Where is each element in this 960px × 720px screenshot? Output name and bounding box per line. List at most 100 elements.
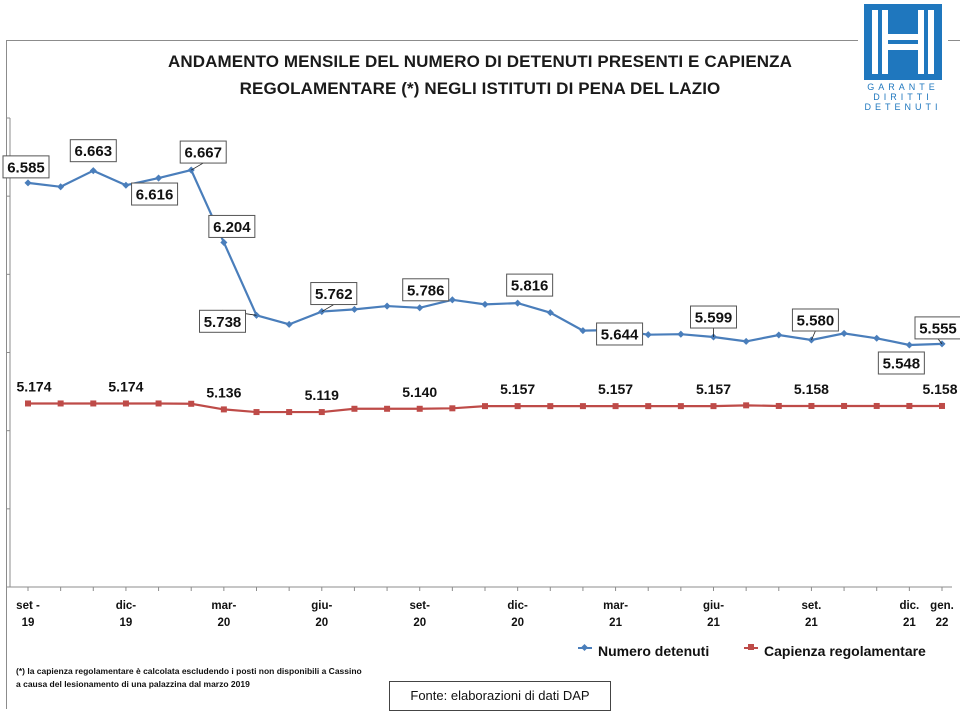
data-point-capienza bbox=[677, 403, 684, 410]
data-point-detenuti bbox=[448, 296, 456, 304]
logo-text-diritti: DIRITTI bbox=[873, 92, 933, 102]
data-point-capienza bbox=[808, 402, 815, 409]
data-label-capienza: 5.119 bbox=[305, 387, 339, 403]
data-point-detenuti bbox=[57, 183, 65, 191]
data-point-detenuti bbox=[742, 337, 750, 345]
data-point-detenuti bbox=[481, 300, 489, 308]
data-point-capienza bbox=[645, 403, 652, 410]
x-tick-label: dic. bbox=[899, 600, 919, 612]
x-tick-label: giu- bbox=[703, 600, 724, 612]
data-point-capienza bbox=[90, 400, 97, 407]
data-label-box bbox=[690, 305, 737, 329]
data-label-detenuti: 5.580 bbox=[797, 312, 835, 329]
x-tick-label: giu- bbox=[311, 600, 332, 612]
data-label-detenuti: 6.204 bbox=[213, 219, 251, 236]
data-label-capienza: 5.157 bbox=[598, 381, 633, 397]
data-point-capienza bbox=[873, 402, 880, 409]
x-tick-label: set- bbox=[409, 600, 430, 612]
data-point-capienza bbox=[547, 403, 554, 410]
x-tick-label: mar- bbox=[603, 600, 628, 612]
data-point-capienza bbox=[612, 403, 619, 410]
data-label-detenuti: 5.738 bbox=[204, 314, 242, 331]
data-label-detenuti: 5.786 bbox=[407, 282, 445, 299]
data-label-detenuti: 6.663 bbox=[75, 143, 113, 160]
data-point-capienza bbox=[57, 400, 64, 407]
x-tick-label: set. bbox=[802, 600, 822, 612]
chart-frame bbox=[6, 40, 960, 709]
data-label-capienza: 5.158 bbox=[922, 381, 957, 397]
chart-title-line-2: REGOLAMENTARE (*) NEGLI ISTITUTI DI PENA… bbox=[239, 79, 721, 98]
x-tick-label: 21 bbox=[805, 617, 818, 629]
data-point-detenuti bbox=[285, 320, 293, 328]
data-label-box bbox=[199, 309, 246, 333]
data-label-box bbox=[69, 139, 117, 163]
data-point-detenuti bbox=[350, 305, 358, 313]
legend-label-capienza: Capienza regolamentare bbox=[764, 643, 926, 659]
data-label-capienza: 5.136 bbox=[206, 384, 241, 400]
label-leader-line bbox=[937, 338, 943, 345]
data-label-box bbox=[791, 308, 839, 332]
label-leader-line bbox=[811, 330, 816, 341]
data-point-detenuti bbox=[775, 331, 783, 339]
data-label-box bbox=[596, 322, 644, 346]
data-point-detenuti bbox=[383, 302, 391, 310]
data-point-detenuti bbox=[220, 238, 228, 246]
data-label-capienza: 5.174 bbox=[16, 378, 51, 394]
data-point-detenuti bbox=[24, 179, 32, 187]
logo-text-detenuti: DETENUTI bbox=[864, 102, 942, 112]
logo-text-garante: GARANTE bbox=[867, 82, 939, 92]
data-point-detenuti bbox=[122, 181, 130, 189]
data-point-capienza bbox=[351, 405, 358, 412]
data-label-detenuti: 6.616 bbox=[136, 187, 174, 204]
data-label-box bbox=[914, 316, 960, 340]
data-point-capienza bbox=[416, 405, 423, 412]
data-point-capienza bbox=[155, 400, 162, 407]
data-point-capienza bbox=[775, 402, 782, 409]
data-point-capienza bbox=[188, 400, 195, 407]
x-tick-label: mar- bbox=[211, 600, 236, 612]
data-label-detenuti: 5.555 bbox=[919, 320, 957, 337]
data-point-capienza bbox=[939, 402, 945, 409]
data-label-capienza: 5.157 bbox=[696, 381, 731, 397]
data-point-detenuti bbox=[416, 304, 424, 312]
data-point-capienza bbox=[579, 403, 586, 410]
data-label-box bbox=[506, 273, 554, 297]
x-tick-label: gen. bbox=[930, 600, 954, 612]
data-point-capienza bbox=[841, 402, 848, 409]
logo-mark-icon bbox=[864, 4, 942, 80]
data-point-capienza bbox=[286, 409, 293, 416]
x-tick-label: 21 bbox=[609, 617, 622, 629]
data-label-capienza: 5.140 bbox=[402, 384, 437, 400]
data-point-capienza bbox=[253, 409, 260, 416]
data-point-detenuti bbox=[155, 174, 163, 182]
data-point-capienza bbox=[743, 402, 750, 409]
data-point-capienza bbox=[122, 400, 129, 407]
x-tick-label: 19 bbox=[22, 617, 35, 629]
data-label-capienza: 5.157 bbox=[500, 381, 535, 397]
data-point-detenuti bbox=[89, 167, 97, 175]
data-point-capienza bbox=[514, 403, 521, 410]
x-tick-label: 20 bbox=[315, 617, 328, 629]
data-label-detenuti: 5.548 bbox=[883, 355, 921, 372]
x-tick-label: dic- bbox=[507, 600, 528, 612]
data-label-detenuti: 6.585 bbox=[7, 159, 45, 176]
data-label-detenuti: 5.599 bbox=[695, 310, 733, 327]
label-leader-line bbox=[191, 162, 204, 171]
data-point-detenuti bbox=[677, 330, 685, 338]
data-label-detenuti: 5.816 bbox=[511, 278, 549, 295]
footnote-line-1: (*) la capienza regolamentare è calcolat… bbox=[16, 666, 362, 676]
data-point-capienza bbox=[25, 400, 31, 407]
data-point-detenuti bbox=[905, 341, 913, 349]
chart-title-line-1: ANDAMENTO MENSILE DEL NUMERO DI DETENUTI… bbox=[167, 52, 793, 71]
x-tick-label: 21 bbox=[903, 617, 916, 629]
data-label-detenuti: 5.762 bbox=[315, 286, 353, 303]
garante-logo: GARANTE DIRITTI DETENUTI bbox=[858, 2, 948, 114]
data-point-capienza bbox=[220, 406, 227, 413]
x-tick-label: 21 bbox=[707, 617, 720, 629]
x-tick-label: 20 bbox=[511, 617, 524, 629]
data-label-capienza: 5.158 bbox=[794, 381, 829, 397]
data-point-detenuti bbox=[873, 334, 881, 342]
footnote-line-2: a causa del lesionamento di una palazzin… bbox=[16, 679, 250, 689]
data-label-box bbox=[131, 182, 179, 206]
